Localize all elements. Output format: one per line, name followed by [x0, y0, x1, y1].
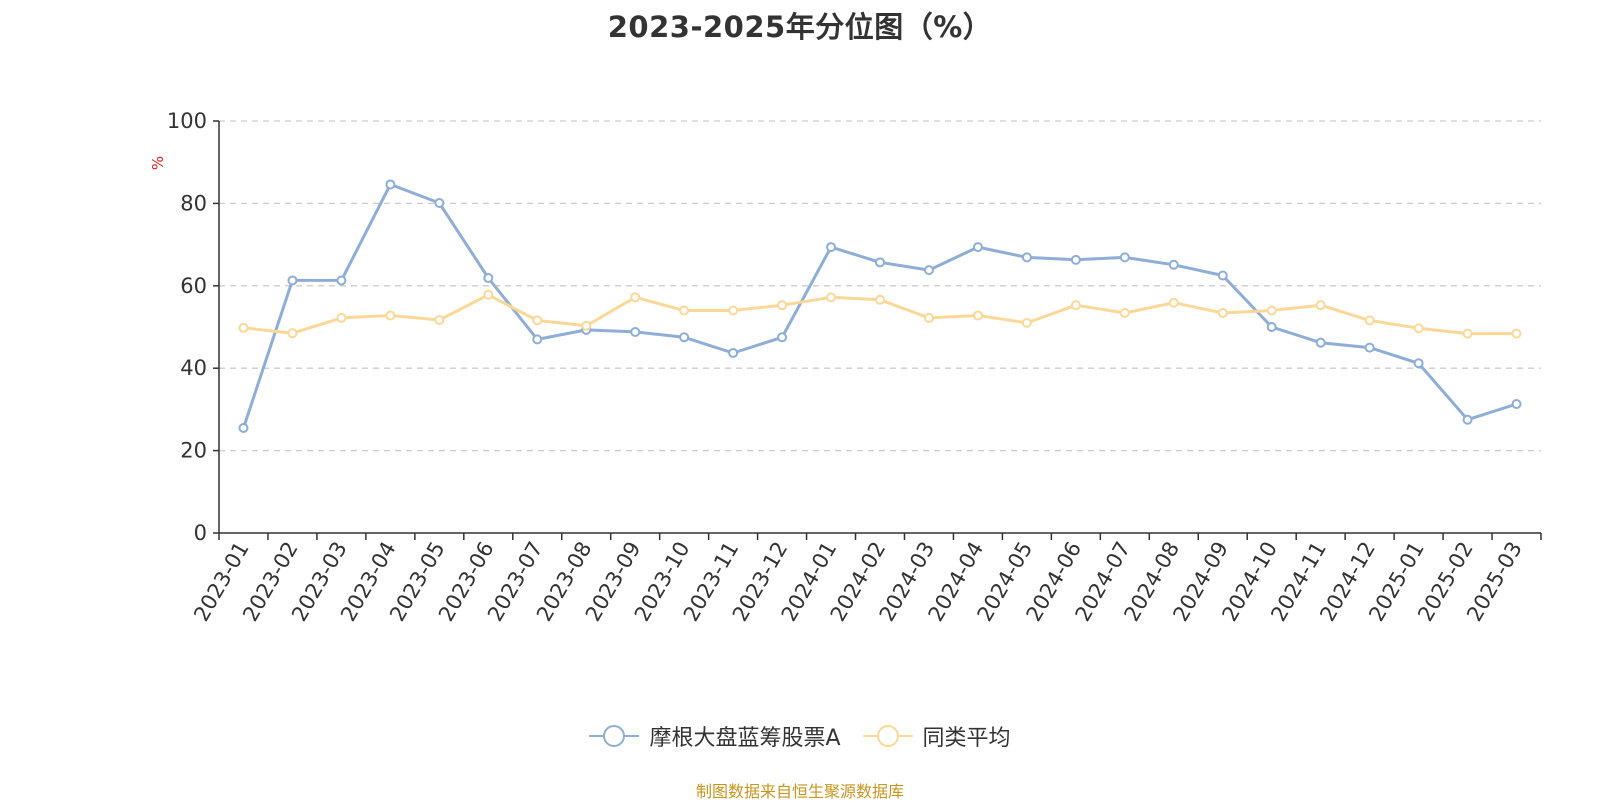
- y-tick-label: 80: [180, 191, 207, 215]
- data-point[interactable]: [336, 312, 347, 323]
- data-point[interactable]: [483, 289, 494, 300]
- data-point[interactable]: [826, 242, 837, 253]
- data-point[interactable]: [1168, 297, 1179, 308]
- data-point[interactable]: [1168, 259, 1179, 270]
- grid-lines: [219, 120, 1541, 452]
- data-point[interactable]: [434, 197, 445, 208]
- y-tick-label: 60: [180, 274, 207, 298]
- data-point[interactable]: [875, 294, 885, 305]
- data-point[interactable]: [1462, 328, 1473, 339]
- data-point[interactable]: [875, 257, 885, 268]
- data-point[interactable]: [630, 292, 641, 303]
- data-point[interactable]: [1511, 399, 1522, 410]
- data-point[interactable]: [1217, 270, 1228, 281]
- data-point[interactable]: [1021, 252, 1032, 263]
- data-point[interactable]: [923, 265, 934, 276]
- data-point[interactable]: [1217, 307, 1228, 318]
- data-point[interactable]: [972, 242, 983, 253]
- data-point[interactable]: [1119, 307, 1130, 318]
- data-point[interactable]: [1364, 342, 1375, 353]
- data-point[interactable]: [287, 275, 298, 286]
- data-point[interactable]: [1266, 305, 1277, 316]
- data-point[interactable]: [728, 347, 739, 358]
- data-point[interactable]: [777, 332, 788, 343]
- data-point[interactable]: [972, 310, 983, 321]
- data-point[interactable]: [1266, 322, 1277, 332]
- data-point[interactable]: [287, 328, 298, 339]
- series-layer: [238, 179, 1522, 433]
- legend-marker-icon: [862, 725, 913, 747]
- data-point[interactable]: [1511, 328, 1522, 339]
- legend-label: 摩根大盘蓝筹股票A: [649, 726, 841, 751]
- legend-label: 同类平均: [922, 726, 1011, 751]
- legend-item-2[interactable]: 同类平均: [862, 720, 1011, 752]
- data-point[interactable]: [923, 312, 934, 323]
- data-point[interactable]: [1315, 337, 1326, 348]
- legend-item-1[interactable]: 摩根大盘蓝筹股票A: [589, 720, 841, 752]
- legend: 摩根大盘蓝筹股票A 同类平均: [0, 720, 1600, 752]
- data-point[interactable]: [728, 305, 739, 316]
- data-point[interactable]: [1413, 358, 1424, 369]
- y-axis-label: %: [149, 156, 167, 170]
- series-2: [238, 289, 1522, 339]
- line-chart: 020406080100%2023-012023-022023-032023-0…: [149, 109, 1542, 625]
- axes: 020406080100%2023-012023-022023-032023-0…: [149, 109, 1542, 625]
- data-point[interactable]: [1462, 414, 1473, 425]
- data-point[interactable]: [826, 292, 837, 303]
- data-point[interactable]: [1413, 323, 1424, 334]
- data-point[interactable]: [532, 315, 543, 326]
- data-point[interactable]: [1070, 300, 1081, 311]
- data-point[interactable]: [1315, 300, 1326, 311]
- data-point[interactable]: [483, 272, 494, 283]
- chart-title: 2023-2025年分位图（%）: [607, 10, 993, 44]
- data-point[interactable]: [679, 332, 690, 343]
- data-point[interactable]: [336, 275, 347, 286]
- y-tick-label: 40: [180, 356, 207, 380]
- data-point[interactable]: [581, 320, 592, 331]
- data-point[interactable]: [385, 310, 396, 321]
- y-tick-label: 0: [194, 521, 207, 545]
- data-point[interactable]: [1021, 317, 1032, 328]
- legend-marker-icon: [589, 725, 640, 747]
- data-point[interactable]: [434, 314, 445, 325]
- data-point[interactable]: [238, 322, 249, 333]
- data-point[interactable]: [1364, 315, 1375, 326]
- series-1: [238, 179, 1522, 433]
- source-note: 制图数据来自恒生聚源数据库: [695, 782, 904, 801]
- data-point[interactable]: [1070, 254, 1081, 265]
- y-tick-label: 20: [180, 439, 207, 463]
- data-point[interactable]: [777, 300, 788, 311]
- data-point[interactable]: [630, 326, 641, 337]
- y-tick-label: 100: [167, 109, 207, 133]
- data-point[interactable]: [238, 422, 249, 433]
- data-point[interactable]: [679, 305, 690, 316]
- data-point[interactable]: [532, 334, 543, 345]
- data-point[interactable]: [385, 179, 396, 190]
- data-point[interactable]: [1119, 252, 1130, 263]
